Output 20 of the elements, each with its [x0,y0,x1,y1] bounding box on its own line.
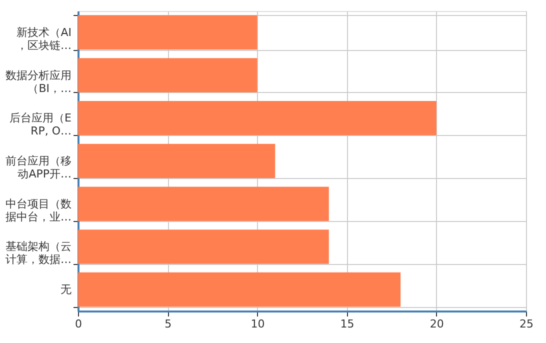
x-tick-label: 5 [164,318,172,330]
x-tick-label: 15 [340,318,354,330]
y-tick-label: 数据分析应用（BI，… [6,68,72,95]
bar [78,272,401,307]
y-tick-label: 基础架构（云计算，数据… [6,240,72,266]
bar [78,15,258,50]
y-tick-label: 新技术（AI，区块链… [16,26,72,52]
x-tick-label: 25 [520,318,534,330]
x-tick-label: 10 [250,318,265,330]
y-tick-label: 中台项目（数据中台，业… [6,197,72,224]
bar [78,186,329,221]
y-tick-label: 无 [60,283,72,296]
x-tick-label: 20 [430,318,444,330]
bar [78,230,329,264]
y-tick-label: 后台应用（ERP, O… [10,112,72,138]
x-tick-label: 0 [75,318,82,330]
bar [78,101,436,136]
bar [78,58,258,92]
bar [78,144,276,178]
y-tick-label: 前台应用（移动APP开… [6,154,72,180]
